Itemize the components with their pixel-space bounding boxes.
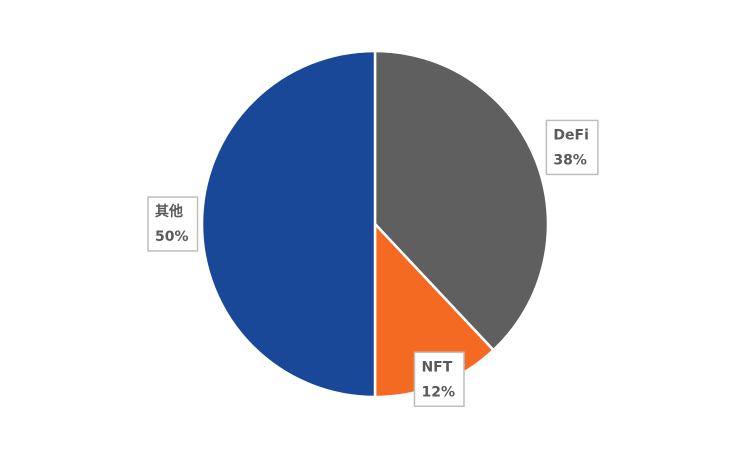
value-label: 50% bbox=[155, 229, 189, 245]
label-box bbox=[545, 119, 599, 176]
category-label: NFT bbox=[421, 359, 452, 375]
category-label: DeFi bbox=[553, 127, 588, 143]
value-label: 38% bbox=[553, 152, 587, 168]
pie-slice bbox=[373, 49, 550, 352]
pie-slice bbox=[200, 49, 377, 399]
label-box bbox=[147, 196, 199, 252]
value-label: 12% bbox=[421, 384, 455, 400]
label-box bbox=[413, 351, 465, 408]
category-label: 其他 bbox=[155, 203, 183, 220]
